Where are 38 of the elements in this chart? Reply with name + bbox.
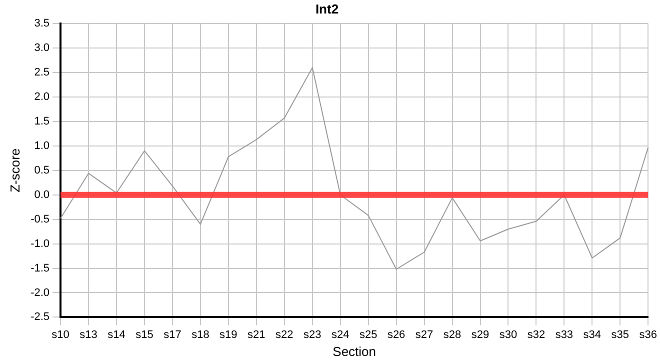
x-tick-label: s18 [192,328,210,341]
x-tick-label: s10 [52,328,70,341]
y-tick-label: 1.5 [34,116,50,128]
x-axis-title: Section [332,344,376,359]
y-tick-label: 2.5 [34,66,50,79]
y-tick-label: -1.5 [30,262,50,274]
x-tick-label: s36 [639,328,658,341]
chart-title: Int2 [315,1,339,16]
y-tick-label: -0.5 [30,213,50,226]
x-tick-label: s22 [276,328,294,341]
x-tick-label: s23 [304,328,322,341]
y-tick-label: 3.0 [34,42,50,54]
x-tick-label: s13 [80,328,98,341]
x-tick-label: s27 [415,328,434,341]
x-tick-label: s26 [387,328,406,341]
x-tick-label: s34 [583,328,602,341]
x-tick-label: s19 [220,328,238,341]
y-tick-label: 2.0 [34,91,50,104]
y-axis-title: Z-score [7,148,22,192]
x-tick-label: s17 [164,328,182,341]
x-tick-label: s25 [359,328,378,341]
y-tick-label: 0.0 [34,188,50,201]
x-tick-label: s24 [331,328,350,341]
x-tick-label: s33 [555,328,574,341]
y-tick-label: -2.5 [30,311,50,324]
x-tick-label: s32 [527,328,546,341]
x-tick-label: s14 [108,328,126,341]
x-tick-label: s30 [499,328,518,341]
x-tick-label: s28 [443,328,462,341]
y-tick-label: -2.0 [30,286,50,299]
x-tick-label: s29 [471,328,490,341]
x-tick-label: s21 [248,328,266,341]
x-tick-label: s35 [611,328,630,341]
y-tick-label: 3.5 [34,18,50,30]
y-tick-label: 0.5 [34,164,50,176]
y-tick-label: -1.0 [30,238,50,250]
x-tick-label: s15 [136,328,154,341]
y-tick-label: 1.0 [34,140,50,152]
